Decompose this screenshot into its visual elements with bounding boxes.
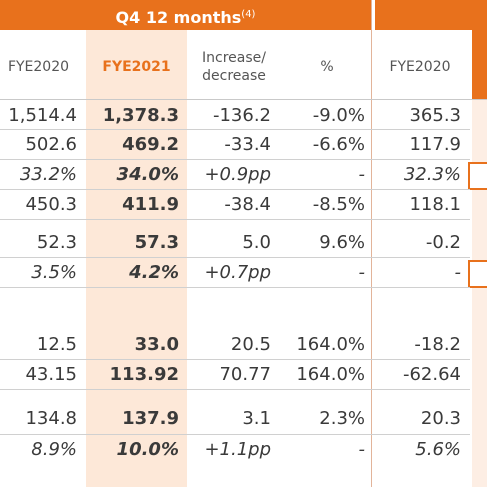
table-cell: 57.3	[134, 232, 179, 253]
table-cell: 3.5%	[31, 262, 77, 283]
table-cell: 5.0	[242, 232, 271, 253]
table-cell: 2.3%	[319, 408, 365, 429]
row-divider	[0, 389, 470, 390]
table-row: 502.6 469.2 -33.4 -6.6% 117.9	[0, 130, 487, 160]
table-cell: -	[358, 164, 366, 185]
table-cell: -18.2	[414, 334, 461, 355]
table-row: 12.5 33.0 20.5 164.0% -18.2	[0, 330, 487, 360]
right-edge-strip	[472, 30, 487, 487]
period-title: Q4 12 months	[115, 8, 242, 27]
row-divider	[0, 189, 470, 190]
table-cell: 52.3	[36, 232, 77, 253]
row-divider	[0, 287, 470, 288]
table-cell: 118.1	[409, 194, 461, 215]
table-cell: 3.1	[242, 408, 271, 429]
header-fye2020: FYE2020	[7, 59, 70, 75]
row-divider	[0, 257, 470, 258]
table-row: 450.3 411.9 -38.4 -8.5% 118.1	[0, 190, 487, 220]
table-cell: 1,514.4	[8, 105, 77, 126]
table-cell: 469.2	[122, 134, 179, 155]
table-cell: 134.8	[25, 408, 77, 429]
table-cell: -62.64	[402, 364, 461, 385]
fye2021-highlight-column	[86, 30, 187, 487]
table-row: 43.15 113.92 70.77 164.0% -62.64	[0, 360, 487, 390]
table-cell: 450.3	[25, 194, 77, 215]
table-row: 3.5% 4.2% +0.7pp - -	[0, 258, 487, 288]
row-divider	[0, 129, 470, 130]
table-cell: 32.3%	[403, 164, 461, 185]
table-cell: 8.9%	[31, 439, 77, 460]
next-period-banner	[375, 0, 487, 30]
table-cell: 4.2%	[129, 262, 179, 283]
column-separator	[371, 0, 372, 487]
table-cell: 20.5	[230, 334, 271, 355]
row-divider	[0, 434, 470, 435]
table-row: 33.2% 34.0% +0.9pp - 32.3%	[0, 160, 487, 190]
period-banner: Q4 12 months(4)	[0, 0, 371, 30]
table-cell: 12.5	[36, 334, 77, 355]
table-cell: 43.15	[25, 364, 77, 385]
header-increase-decrease: Increase/ decrease	[202, 50, 266, 84]
header-percent: %	[320, 59, 334, 75]
table-cell: +0.9pp	[204, 164, 271, 185]
table-cell: 502.6	[25, 134, 77, 155]
table-row: 1,514.4 1,378.3 -136.2 -9.0% 365.3	[0, 101, 487, 131]
table-cell: 9.6%	[319, 232, 365, 253]
highlight-box	[468, 162, 487, 190]
table-row: 8.9% 10.0% +1.1pp - 5.6%	[0, 435, 487, 465]
table-cell: -9.0%	[312, 105, 365, 126]
table-cell: -	[358, 439, 366, 460]
table-cell: 70.77	[219, 364, 271, 385]
row-divider	[0, 159, 470, 160]
table-cell: 117.9	[409, 134, 461, 155]
table-cell: +1.1pp	[204, 439, 271, 460]
right-edge-header	[472, 30, 487, 100]
table-cell: -6.6%	[312, 134, 365, 155]
highlight-box	[468, 260, 487, 288]
table-cell: 411.9	[122, 194, 179, 215]
table-cell: 33.2%	[19, 164, 77, 185]
table-cell: 164.0%	[296, 364, 365, 385]
banner-gap	[371, 0, 375, 30]
table-cell: 5.6%	[415, 439, 461, 460]
table-cell: -8.5%	[312, 194, 365, 215]
table-cell: -33.4	[224, 134, 271, 155]
table-cell: 164.0%	[296, 334, 365, 355]
table-cell: 137.9	[122, 408, 179, 429]
header-fye2020-q4: FYE2020	[389, 59, 451, 75]
table-row: 134.8 137.9 3.1 2.3% 20.3	[0, 404, 487, 434]
table-cell: 365.3	[409, 105, 461, 126]
table-cell: 113.92	[109, 364, 179, 385]
table-cell: 20.3	[420, 408, 461, 429]
table-cell: 34.0%	[116, 164, 179, 185]
period-footnote: (4)	[241, 9, 256, 20]
table-cell: 33.0	[134, 334, 179, 355]
row-divider	[0, 219, 470, 220]
table-cell: -	[358, 262, 366, 283]
table-cell: 1,378.3	[102, 105, 179, 126]
header-divider	[0, 99, 487, 100]
table-cell: +0.7pp	[204, 262, 271, 283]
header-fye2021: FYE2021	[102, 59, 171, 75]
table-row: 52.3 57.3 5.0 9.6% -0.2	[0, 228, 487, 258]
table-cell: 10.0%	[116, 439, 179, 460]
table-cell: -	[454, 262, 462, 283]
table-cell: -0.2	[425, 232, 461, 253]
table-cell: -38.4	[224, 194, 271, 215]
row-divider	[0, 359, 470, 360]
table-cell: -136.2	[212, 105, 271, 126]
